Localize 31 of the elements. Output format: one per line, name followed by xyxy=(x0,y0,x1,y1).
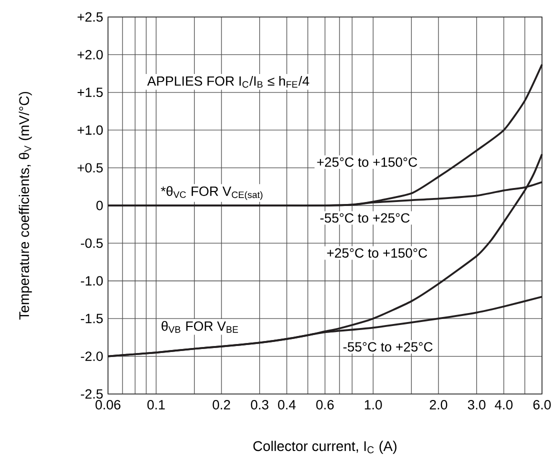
annotation: +25°C to +150°C xyxy=(327,248,428,258)
x-tick-label: 4.0 xyxy=(494,400,513,410)
y-tick-label: -0.5 xyxy=(80,238,103,248)
x-tick-label: 0.06 xyxy=(96,400,120,410)
y-tick-label: 0 xyxy=(96,200,103,210)
x-tick-label: 0.4 xyxy=(278,400,296,410)
y-tick-label: +2.0 xyxy=(78,50,103,60)
x-tick-label: 0.2 xyxy=(212,400,230,410)
annotation: +25°C to +150°C xyxy=(317,157,418,167)
annotation: θ$_{VB}$ FOR V$_{BE}$ xyxy=(162,321,238,333)
y-tick-label: -1.0 xyxy=(80,276,103,286)
y-tick-label: -1.5 xyxy=(80,314,103,324)
x-tick-label: 0.6 xyxy=(316,400,334,410)
y-tick-label: -2.5 xyxy=(80,389,103,399)
y-tick-label: -2.0 xyxy=(80,352,103,362)
y-tick-label: +1.5 xyxy=(78,88,103,98)
x-axis-title: Collector current, I$_{C}$ (A) xyxy=(253,440,396,454)
x-tick-label: 6.0 xyxy=(533,400,551,410)
x-tick-label: 2.0 xyxy=(430,400,448,410)
x-tick-label: 0.3 xyxy=(250,400,268,410)
x-tick-label: 3.0 xyxy=(468,400,486,410)
annotation: APPLIES FOR I$_{C}$/I$_{B}$ ≤ h$_{FE}$/4 xyxy=(147,76,310,88)
y-axis-title: Temperature coefficients, θ$_{V}$ (mV/°C) xyxy=(18,92,32,320)
annotation: -55°C to +25°C xyxy=(343,342,433,352)
annotation: *θ$_{VC}$ FOR V$_{CE(sat)}$ xyxy=(160,186,262,200)
y-tick-label: +0.5 xyxy=(78,163,103,173)
y-tick-label: +1.0 xyxy=(78,125,103,135)
annotation: -55°C to +25°C xyxy=(320,213,410,223)
y-tick-label: +2.5 xyxy=(78,12,103,22)
x-tick-label: 0.1 xyxy=(147,400,165,410)
x-tick-label: 1.0 xyxy=(364,400,382,410)
